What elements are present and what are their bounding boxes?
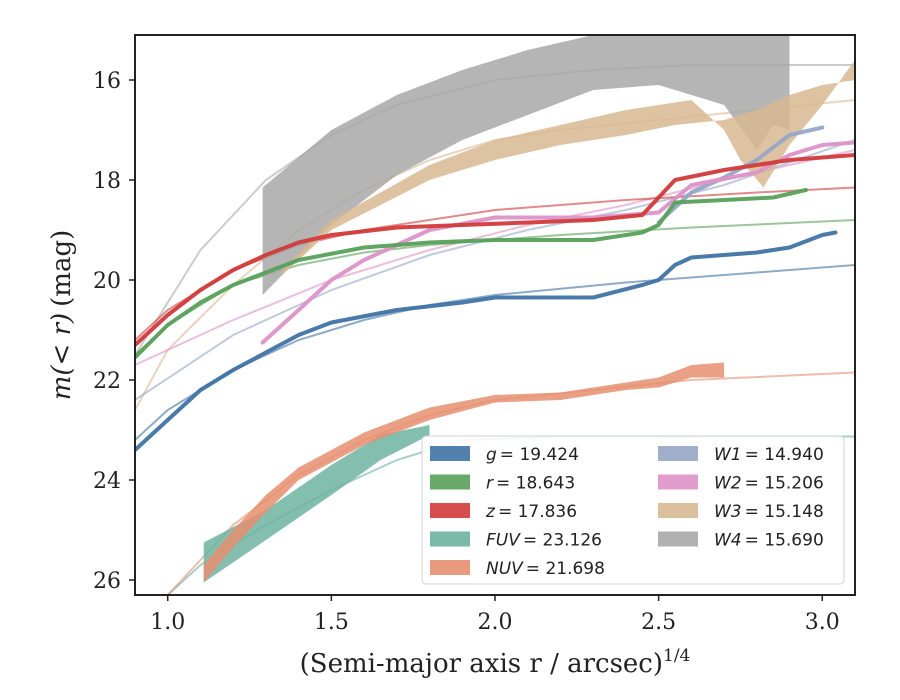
data-line-w2 <box>260 140 855 345</box>
legend-swatch-nuv <box>430 560 470 575</box>
legend-swatch-w2 <box>658 474 698 490</box>
legend-label-w1: W1 = 14.940 <box>714 445 824 465</box>
y-tick-label: 22 <box>93 369 121 394</box>
x-tick-label: 1.5 <box>314 610 349 635</box>
y-axis-label-math: (< r) <box>47 313 77 376</box>
legend-swatch-w3 <box>658 503 698 518</box>
data-line-g <box>135 230 838 452</box>
legend-swatch-fuv <box>430 531 470 547</box>
x-tick-label: 3.0 <box>805 610 840 635</box>
axes-layer: 1.0 1.5 2.0 2.5 3.0 16 18 20 22 24 26 <box>93 69 840 635</box>
x-tick-label: 2.5 <box>641 610 676 635</box>
fit-line-w2 <box>135 149 855 366</box>
y-axis-label-m: m <box>47 376 77 401</box>
data-line-z <box>135 153 855 347</box>
y-axis-label: m(< r) (mag) <box>47 230 77 401</box>
y-tick-label: 24 <box>93 469 121 494</box>
legend-swatch-z <box>430 503 470 518</box>
band-nuv <box>203 362 725 583</box>
band-w4 <box>262 35 790 295</box>
y-tick-label: 20 <box>93 269 121 294</box>
legend-swatch-g <box>430 446 470 461</box>
y-axis-label-unit: (mag) <box>47 230 77 307</box>
x-tick-label: 2.0 <box>478 610 513 635</box>
legend-swatch-w4 <box>658 531 698 547</box>
y-tick-label: 26 <box>93 569 121 594</box>
legend: g = 19.424 r = 18.643 z = 17.836 FUV = 23.126 NU… <box>421 435 845 585</box>
x-axis-label: (Semi-major axis r / arcsec)1/4 <box>300 646 691 679</box>
legend-label-fuv: FUV = 23.126 <box>486 531 602 551</box>
data-line-r <box>135 188 808 360</box>
y-tick-label: 16 <box>93 69 121 94</box>
legend-swatch-r <box>430 474 470 490</box>
y-tick-label: 18 <box>93 169 121 194</box>
legend-label-g: g = 19.424 <box>486 445 579 465</box>
band-fuv <box>203 425 430 583</box>
legend-label-z: z = 17.836 <box>485 502 577 522</box>
legend-label-w2: W2 = 15.206 <box>714 474 824 494</box>
x-axis-label-text: (Semi-major axis r / arcsec) <box>300 649 663 679</box>
legend-swatch-w1 <box>658 446 698 461</box>
fit-line-w1 <box>135 139 855 401</box>
series-layer <box>135 35 855 595</box>
legend-box <box>421 435 845 585</box>
legend-label-nuv: NUV = 21.698 <box>486 559 605 579</box>
fit-line-g <box>135 264 855 441</box>
legend-label-w4: W4 = 15.690 <box>714 531 824 551</box>
x-tick-label: 1.0 <box>150 610 185 635</box>
x-axis-label-exponent: 1/4 <box>663 646 690 666</box>
legend-label-r: r = 18.643 <box>486 474 575 494</box>
legend-label-w3: W3 = 15.148 <box>714 502 824 522</box>
